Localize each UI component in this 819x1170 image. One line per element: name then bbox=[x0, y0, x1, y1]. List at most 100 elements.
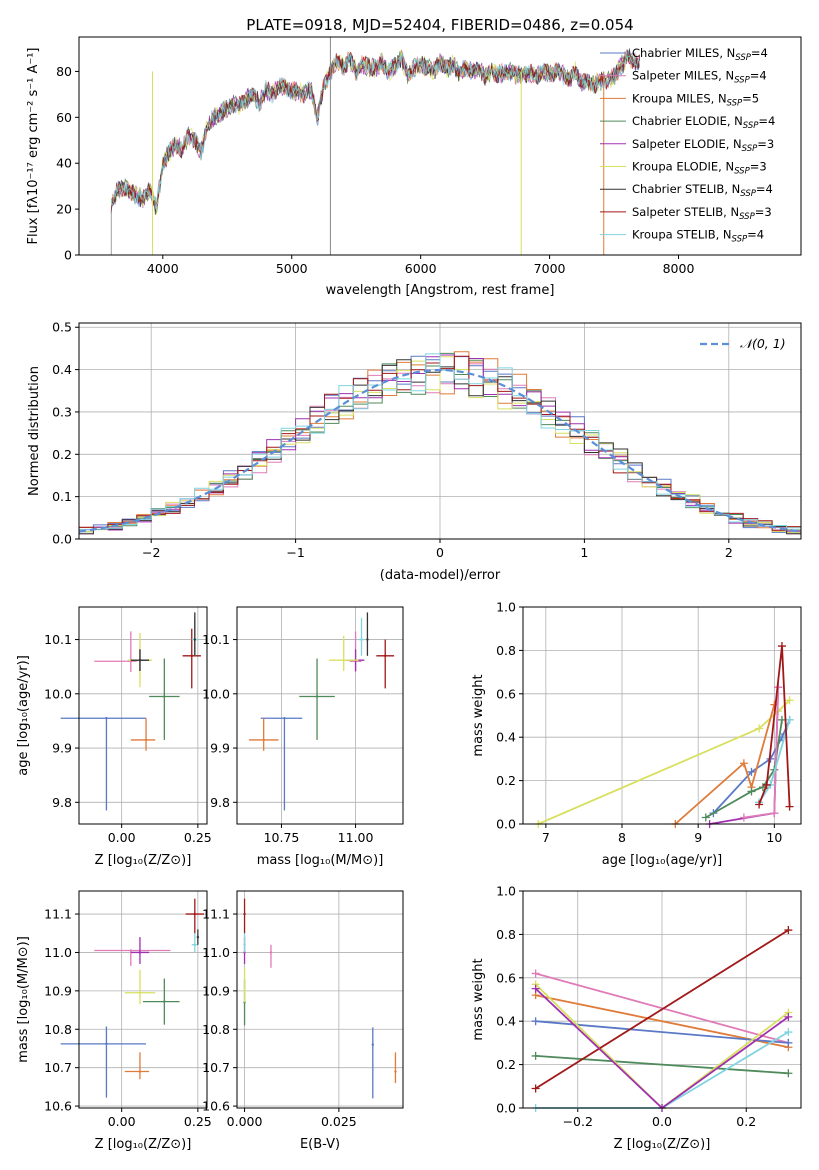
data-point bbox=[262, 738, 265, 742]
y-tick-label: 0.3 bbox=[52, 404, 72, 419]
plus-marker bbox=[784, 926, 793, 935]
data-point bbox=[193, 943, 197, 946]
data-point bbox=[190, 654, 193, 658]
plus-marker bbox=[531, 984, 540, 993]
plus-marker bbox=[770, 809, 779, 818]
data-point bbox=[193, 638, 197, 641]
x-tick-label: 8 bbox=[618, 830, 626, 845]
legend-entry: Kroupa ELODIE, NSSP=3 bbox=[632, 160, 767, 177]
y-tick-label: 10.7 bbox=[44, 1060, 72, 1075]
x-axis-label: age [log₁₀(age/yr)] bbox=[602, 853, 723, 868]
axes-frame bbox=[78, 890, 208, 1109]
y-tick-label: 10.1 bbox=[202, 632, 230, 647]
data-point bbox=[269, 951, 273, 954]
x-tick-label: 11.00 bbox=[338, 830, 374, 845]
y-tick-label: 10.8 bbox=[202, 1022, 230, 1037]
data-point bbox=[144, 738, 148, 742]
y-tick-label: 0.2 bbox=[52, 447, 72, 462]
y-tick-label: 0.0 bbox=[52, 532, 72, 547]
axes-frame bbox=[236, 606, 404, 825]
y-tick-label: 0 bbox=[64, 248, 72, 263]
legend-entry: Kroupa MILES, NSSP=5 bbox=[632, 91, 759, 108]
x-tick-label: 0.000 bbox=[227, 1114, 263, 1129]
y-tick-label: 0.8 bbox=[496, 927, 516, 942]
x-tick-label: 0.00 bbox=[108, 830, 136, 845]
data-point bbox=[366, 638, 369, 641]
data-point bbox=[342, 658, 345, 662]
y-tick-label: 10.6 bbox=[202, 1099, 230, 1114]
plus-marker bbox=[531, 1084, 540, 1093]
axes-frame bbox=[522, 890, 802, 1109]
axes-frame bbox=[78, 606, 208, 825]
legend-entry: Chabrier STELIB, NSSP=4 bbox=[632, 182, 773, 199]
y-axis-label: mass [log₁₀(M/M⊙)] bbox=[16, 936, 31, 1063]
legend-entry: Kroupa STELIB, NSSP=4 bbox=[632, 228, 764, 245]
y-tick-label: 9.9 bbox=[52, 741, 72, 756]
y-tick-label: 60 bbox=[56, 110, 72, 125]
y-tick-label: 20 bbox=[56, 202, 72, 217]
x-tick-label: 0.2 bbox=[736, 1114, 756, 1129]
x-axis-label: (data-model)/error bbox=[380, 568, 501, 583]
data-point bbox=[394, 1070, 397, 1073]
data-point bbox=[243, 912, 246, 916]
y-tick-label: 0.6 bbox=[496, 686, 516, 701]
plus-marker bbox=[784, 1012, 793, 1021]
mass-weight-line bbox=[535, 929, 789, 1090]
y-tick-label: 0.1 bbox=[52, 489, 72, 504]
x-tick-label: 5000 bbox=[276, 261, 308, 276]
y-tick-label: 10.9 bbox=[202, 983, 230, 998]
age-vs-metallicity-panel: 0.00 0.25 9.8 9.9 10.0 10.1 Z [log₁₀(Z/Z⊙)] age… bbox=[16, 606, 212, 868]
plus-marker bbox=[531, 1017, 540, 1026]
y-tick-label: 0.4 bbox=[496, 1014, 516, 1029]
legend-entry: Salpeter STELIB, NSSP=3 bbox=[632, 205, 772, 222]
data-point bbox=[163, 1000, 166, 1003]
x-tick-label: 0.00 bbox=[108, 1114, 136, 1129]
y-tick-label: 9.8 bbox=[210, 795, 230, 810]
x-axis-label: Z [log₁₀(Z/Z⊙)] bbox=[614, 1137, 711, 1152]
histogram-area bbox=[79, 351, 801, 535]
residual-histogram-panel: −2 −1 0 1 2 0.0 0.1 0.2 0.3 0.4 0.5 (data-model)/er… bbox=[27, 320, 802, 583]
x-tick-label: 1 bbox=[580, 545, 588, 560]
data-point bbox=[105, 1042, 108, 1046]
y-tick-label: 10.6 bbox=[44, 1099, 72, 1114]
plus-marker bbox=[777, 642, 786, 651]
figure-title: PLATE=0918, MJD=52404, FIBERID=0486, z=0… bbox=[246, 16, 633, 34]
axes-frame bbox=[236, 890, 404, 1109]
x-tick-label: 0.0 bbox=[652, 1114, 672, 1129]
y-tick-label: 0.2 bbox=[496, 773, 516, 788]
y-axis-label: mass weight bbox=[471, 958, 486, 1040]
spectrum-line bbox=[110, 49, 640, 210]
mass-vs-metallicity-panel: 0.00 0.25 10.6 10.7 10.8 10.9 11.0 11.1 Z [log₁₀… bbox=[16, 890, 212, 1152]
plus-marker bbox=[762, 780, 771, 789]
plus-marker bbox=[784, 1069, 793, 1078]
legend-entry: Chabrier MILES, NSSP=4 bbox=[632, 46, 768, 63]
mass-weight-line bbox=[535, 972, 789, 1044]
mass-weight-vs-metallicity-panel: −0.2 0.0 0.2 0.0 0.2 0.4 0.6 0.8 1.0 Z [log₁₀(Z/Z… bbox=[471, 884, 802, 1152]
data-point bbox=[138, 951, 142, 954]
data-point bbox=[163, 695, 166, 698]
data-point bbox=[138, 991, 142, 994]
data-point bbox=[243, 989, 246, 993]
plus-marker bbox=[784, 1038, 793, 1047]
x-axis-label: E(B-V) bbox=[300, 1137, 340, 1152]
data-point bbox=[129, 949, 133, 952]
y-tick-label: 10.1 bbox=[44, 632, 72, 647]
y-tick-label: 0.8 bbox=[496, 643, 516, 658]
x-tick-label: 0.25 bbox=[184, 830, 212, 845]
y-tick-label: 80 bbox=[56, 64, 72, 79]
data-point bbox=[384, 654, 387, 658]
data-point bbox=[193, 912, 197, 916]
x-tick-label: −0.2 bbox=[563, 1114, 593, 1129]
mass-weight-line bbox=[674, 704, 776, 825]
y-tick-label: 0.4 bbox=[52, 362, 72, 377]
axes-frame bbox=[78, 322, 802, 540]
y-tick-label: 1.0 bbox=[496, 600, 516, 615]
data-point bbox=[138, 658, 142, 662]
plus-marker bbox=[747, 767, 756, 776]
mass-vs-ebv-panel: 0.000 0.025 10.6 10.7 10.8 10.9 11.0 11.1 E(B-V) bbox=[202, 890, 404, 1152]
x-tick-label: 4000 bbox=[147, 261, 179, 276]
spectrum-panel: 4000 5000 6000 7000 8000 0 20 40 60 80 wavelength … bbox=[26, 36, 802, 298]
plus-marker bbox=[785, 715, 794, 724]
spectrum-line bbox=[110, 49, 640, 214]
